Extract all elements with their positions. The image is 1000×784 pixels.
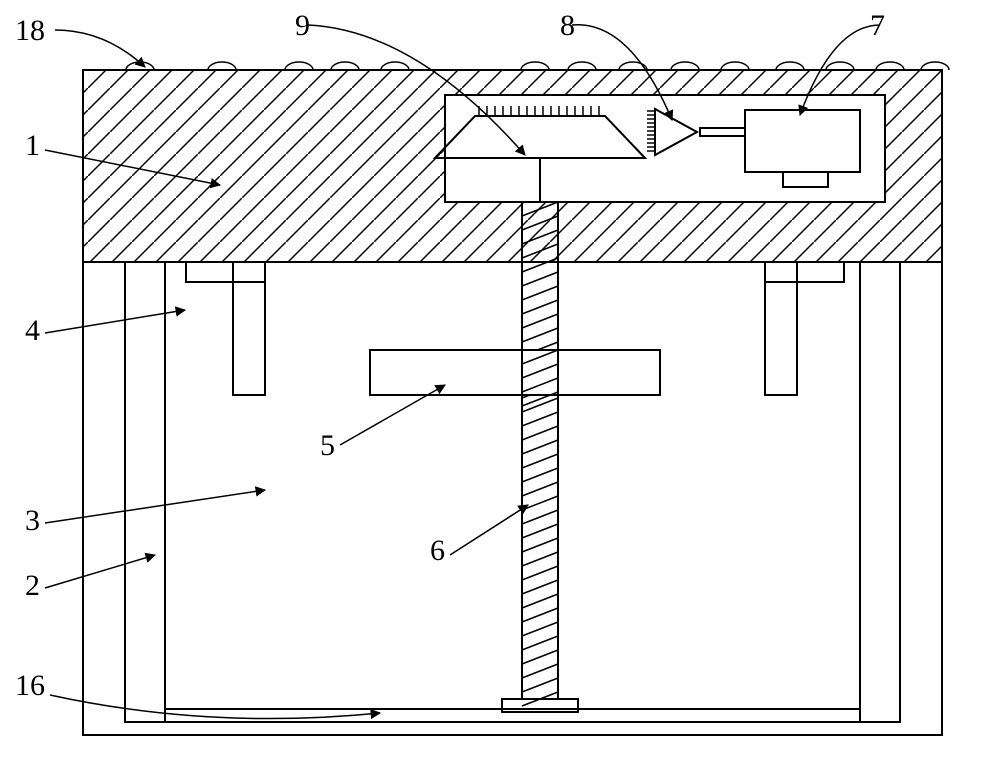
leader-n2 bbox=[45, 555, 155, 588]
cross-bar bbox=[370, 350, 660, 395]
label-n16: 16 bbox=[15, 669, 45, 702]
label-n9: 9 bbox=[295, 9, 310, 42]
leader-n6 bbox=[450, 505, 528, 555]
lead-screw bbox=[502, 202, 578, 712]
sleeve bbox=[186, 262, 265, 395]
label-n4: 4 bbox=[25, 314, 40, 347]
label-n2: 2 bbox=[25, 569, 40, 602]
leader-n18 bbox=[55, 30, 145, 67]
leader-n16 bbox=[50, 695, 380, 719]
label-n8: 8 bbox=[560, 9, 575, 42]
label-n7: 7 bbox=[870, 9, 885, 42]
leader-n3 bbox=[45, 490, 265, 523]
slab-group bbox=[83, 70, 942, 262]
label-n6: 6 bbox=[430, 534, 445, 567]
diagram-canvas: 18 9 8 7 1 4 3 2 16 5 6 bbox=[0, 0, 1000, 784]
lower-structure bbox=[83, 202, 942, 735]
label-n1: 1 bbox=[25, 129, 40, 162]
label-n18: 18 bbox=[15, 14, 45, 47]
sleeve bbox=[765, 262, 844, 395]
label-n3: 3 bbox=[25, 504, 40, 537]
label-n5: 5 bbox=[320, 429, 335, 462]
